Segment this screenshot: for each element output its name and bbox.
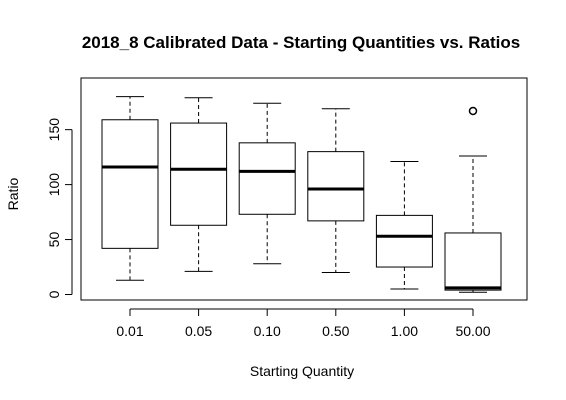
chart-title: 2018_8 Calibrated Data - Starting Quanti… (82, 33, 520, 52)
x-axis-label: Starting Quantity (250, 363, 354, 379)
x-tick-label: 50.00 (455, 323, 490, 339)
outlier-point (468, 106, 478, 116)
iqr-box (238, 142, 296, 215)
iqr-box (170, 122, 228, 226)
box-50.00 (444, 106, 502, 293)
iqr-box (375, 214, 433, 268)
y-tick-label: 0 (46, 290, 62, 298)
boxes-group (101, 96, 502, 293)
y-axis: 0 50 100 150 (46, 118, 73, 298)
box-1.00 (375, 161, 433, 290)
box-0.05 (170, 97, 228, 272)
plot-frame (80, 77, 528, 301)
iqr-box (307, 151, 365, 222)
y-tick-label: 150 (46, 118, 62, 142)
iqr-box (444, 232, 502, 291)
y-tick-label: 100 (46, 173, 62, 197)
y-tick-label: 50 (46, 232, 62, 248)
x-tick-label: 0.05 (185, 323, 212, 339)
x-tick-label: 1.00 (391, 323, 418, 339)
box-0.50 (307, 108, 365, 274)
x-tick-label: 0.10 (254, 323, 281, 339)
box-0.10 (238, 102, 296, 265)
x-axis: 0.01 0.05 0.10 0.50 1.00 50.00 (116, 308, 491, 339)
x-tick-label: 0.01 (116, 323, 143, 339)
x-tick-label: 0.50 (322, 323, 349, 339)
y-axis-label: Ratio (5, 177, 21, 210)
box-0.01 (101, 96, 159, 281)
iqr-box (101, 119, 159, 249)
